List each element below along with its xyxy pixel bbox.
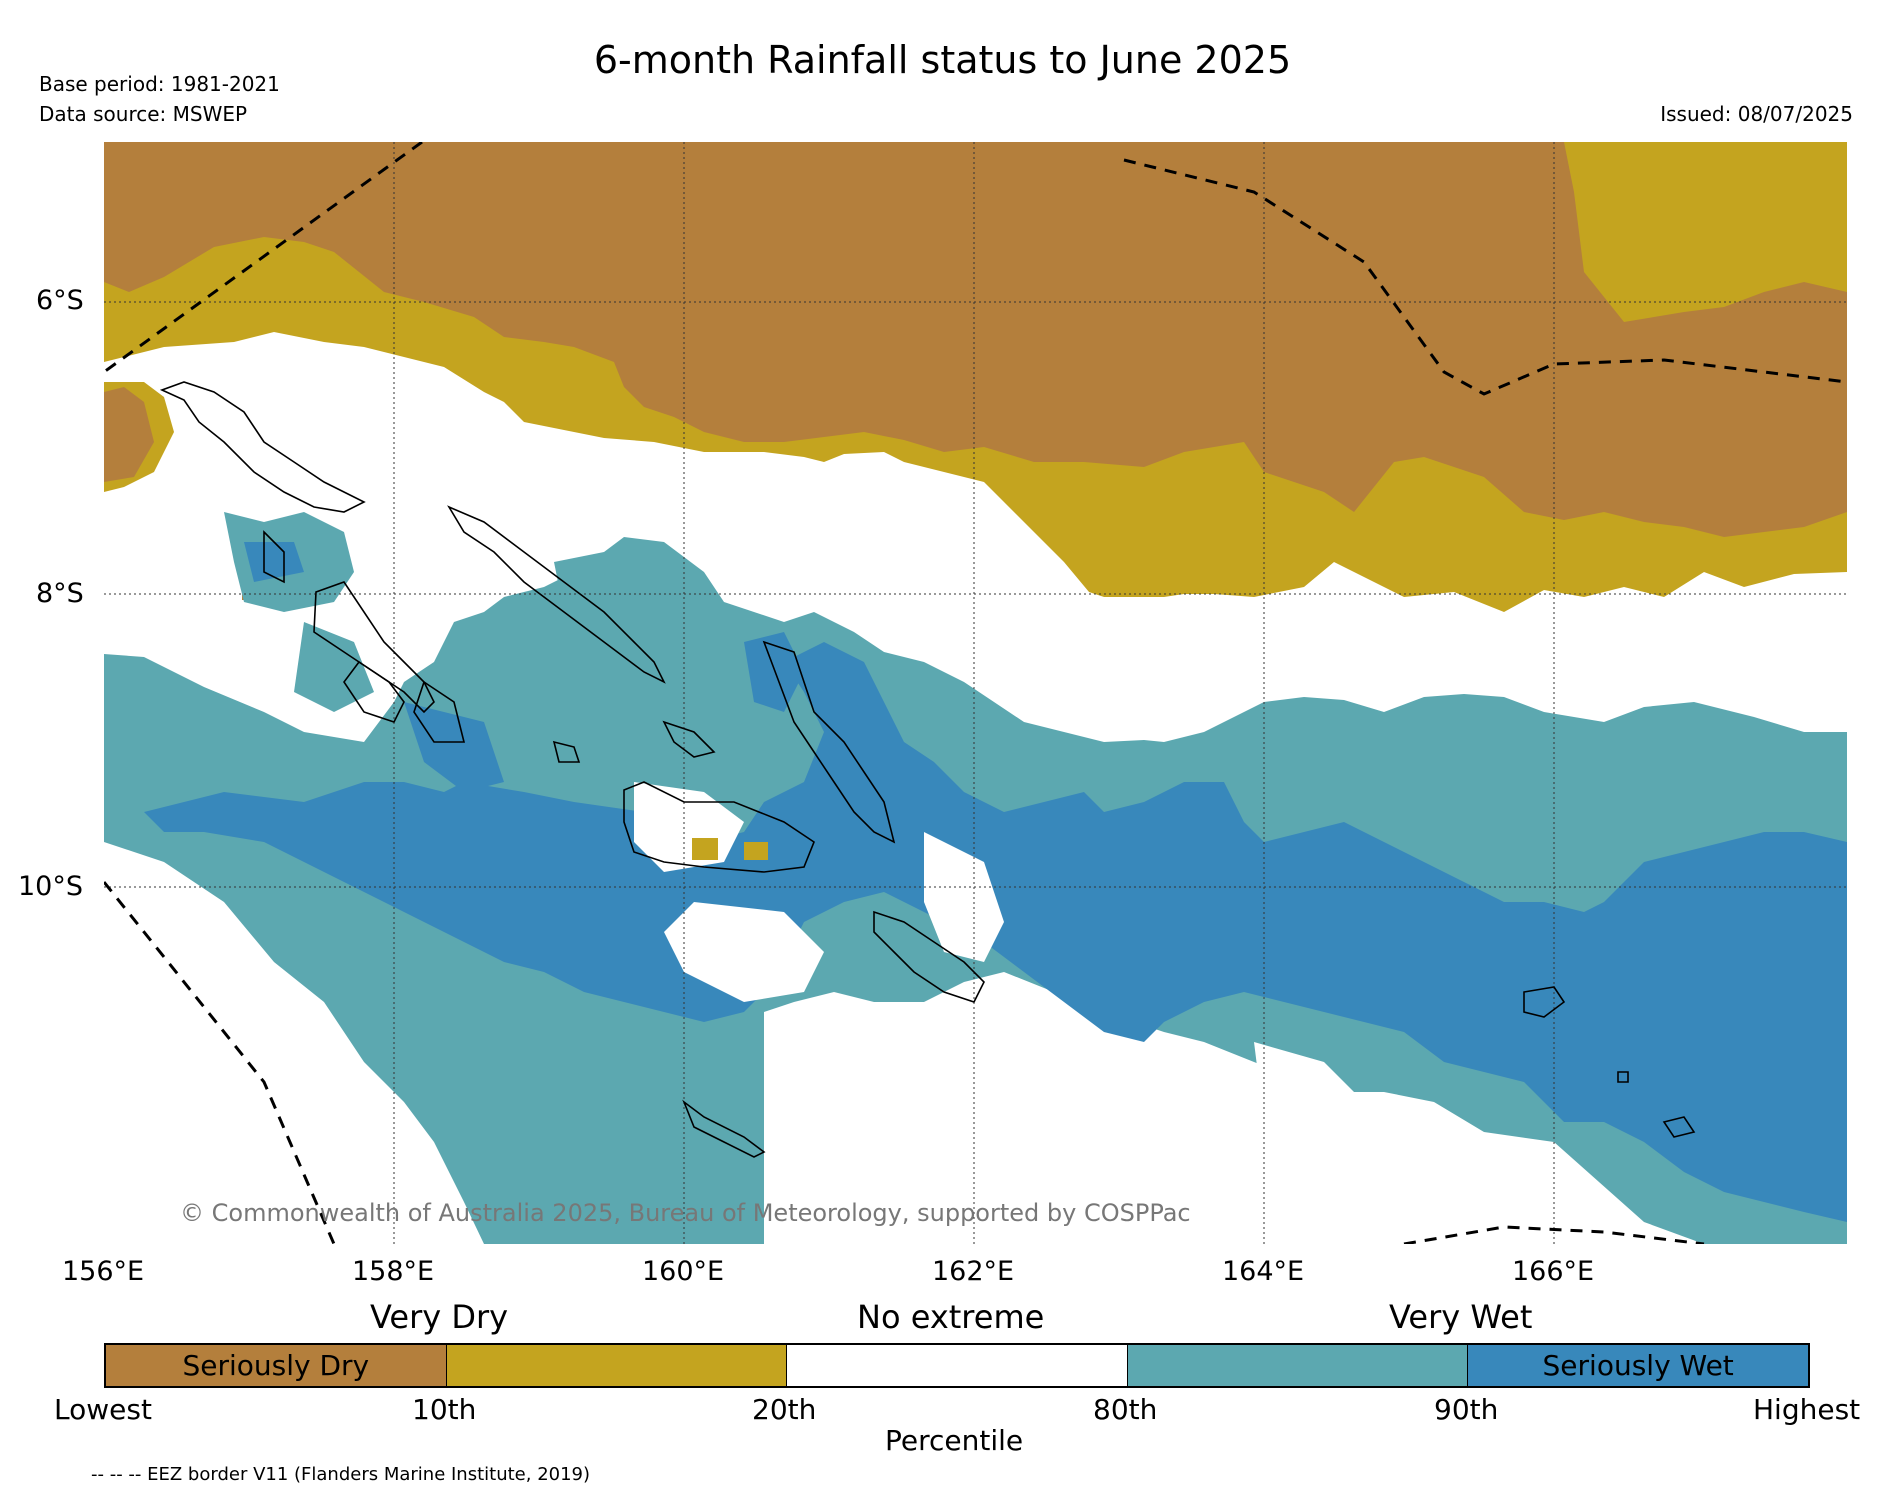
legend-tick-20th: 20th bbox=[752, 1393, 817, 1426]
legend-tick-lowest: Lowest bbox=[54, 1393, 152, 1426]
coastlines bbox=[159, 381, 1696, 1158]
legend-colorbar: Seriously Dry Seriously Wet bbox=[104, 1343, 1810, 1388]
legend-tick-80th: 80th bbox=[1093, 1393, 1158, 1426]
legend-category-very-wet: Very Wet bbox=[1389, 1298, 1533, 1336]
seriously-dry-region bbox=[104, 142, 1847, 537]
data-source: Data source: MSWEP bbox=[39, 102, 248, 126]
legend-axis-label: Percentile bbox=[885, 1424, 1024, 1457]
legend-tick-highest: Highest bbox=[1753, 1393, 1861, 1426]
copyright-text: © Commonwealth of Australia 2025, Bureau… bbox=[180, 1199, 1191, 1227]
lon-label-162e: 162°E bbox=[932, 1256, 1015, 1287]
lon-label-158e: 158°E bbox=[352, 1256, 435, 1287]
lon-label-156e: 156°E bbox=[62, 1256, 145, 1287]
eez-note: -- -- -- EEZ border V11 (Flanders Marine… bbox=[91, 1464, 591, 1485]
legend-category-no-extreme: No extreme bbox=[857, 1298, 1045, 1336]
lon-label-166e: 166°E bbox=[1512, 1256, 1595, 1287]
lon-label-160e: 160°E bbox=[642, 1256, 725, 1287]
legend-tick-90th: 90th bbox=[1434, 1393, 1499, 1426]
lat-label-10s: 10°S bbox=[18, 871, 83, 902]
lat-label-8s: 8°S bbox=[36, 578, 84, 609]
map-title: 6-month Rainfall status to June 2025 bbox=[593, 38, 1292, 82]
legend-very-dry bbox=[446, 1345, 788, 1386]
legend-no-extreme bbox=[787, 1345, 1128, 1386]
legend-seriously-wet: Seriously Wet bbox=[1468, 1345, 1808, 1386]
legend-very-wet bbox=[1127, 1345, 1469, 1386]
base-period: Base period: 1981-2021 bbox=[39, 72, 280, 96]
issued-date: Issued: 08/07/2025 bbox=[1660, 102, 1853, 126]
legend-category-very-dry: Very Dry bbox=[370, 1298, 509, 1336]
legend-tick-10th: 10th bbox=[412, 1393, 477, 1426]
rainfall-map: © Commonwealth of Australia 2025, Bureau… bbox=[104, 142, 1847, 1244]
lon-label-164e: 164°E bbox=[1222, 1256, 1305, 1287]
legend-seriously-dry: Seriously Dry bbox=[106, 1345, 447, 1386]
lat-label-6s: 6°S bbox=[36, 285, 84, 316]
